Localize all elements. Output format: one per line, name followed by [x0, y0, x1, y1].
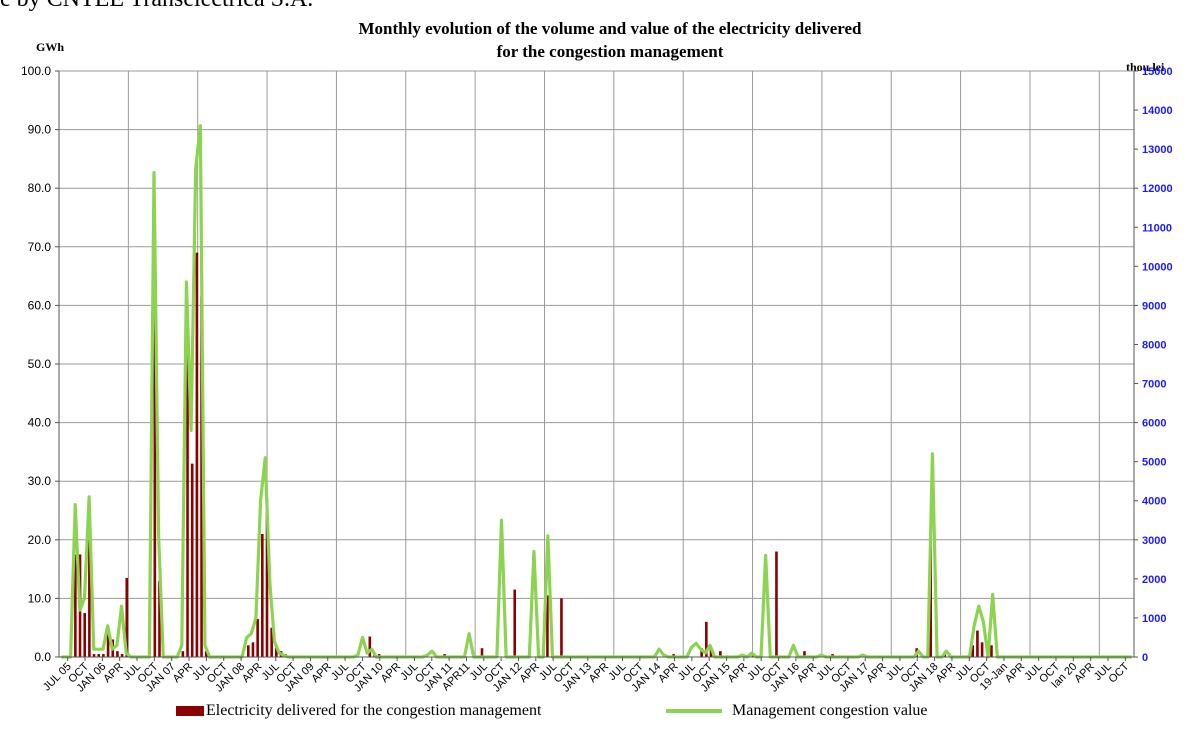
right-tick-label: 0 — [1142, 652, 1148, 664]
left-tick-label: 40.0 — [28, 416, 52, 430]
volume-bar — [270, 627, 273, 657]
value-series-line — [61, 124, 1132, 659]
volume-bar — [195, 252, 199, 657]
right-tick-label: 2000 — [1142, 574, 1166, 586]
left-tick-label: 80.0 — [28, 181, 52, 195]
chart-subtitle: for the congestion management — [496, 42, 724, 61]
right-tick-label: 13000 — [1142, 144, 1173, 156]
volume-bar — [980, 642, 984, 657]
right-tick-label: 1000 — [1142, 613, 1166, 625]
right-tick-label: 11000 — [1142, 222, 1172, 234]
right-tick-label: 14000 — [1142, 105, 1173, 117]
volume-bar — [97, 654, 101, 657]
left-tick-label: 10.0 — [28, 591, 52, 605]
right-tick-label: 5000 — [1142, 457, 1166, 469]
volume-bar — [275, 645, 278, 657]
volume-bar — [368, 636, 372, 657]
legend-item-value: Management congestion value — [666, 702, 928, 720]
legend-label-value: Management congestion value — [732, 702, 928, 719]
volume-bar — [976, 630, 979, 657]
volume-bar — [513, 589, 517, 657]
left-tick-label: 60.0 — [28, 298, 52, 312]
left-tick-label: 100.0 — [21, 64, 51, 78]
volume-bar — [204, 651, 208, 657]
volume-bar — [181, 651, 185, 657]
right-axis-ticks: 0 1000 2000 3000 4000 5000 6000 7000 8000 9000 100… — [1134, 66, 1173, 664]
volume-bar — [251, 642, 255, 657]
left-tick-label: 20.0 — [28, 533, 52, 547]
volume-bar — [709, 648, 713, 657]
volume-bar — [88, 539, 91, 657]
volume-bar — [265, 498, 269, 657]
legend-bar-swatch — [176, 706, 204, 716]
legend-line-swatch — [666, 709, 722, 713]
volume-bar — [803, 651, 806, 657]
volume-bar — [83, 613, 87, 657]
volume-bar — [261, 533, 264, 657]
left-tick-label: 30.0 — [28, 474, 52, 488]
right-tick-label: 3000 — [1142, 535, 1166, 547]
volume-bar — [200, 296, 203, 657]
volume-bar — [116, 651, 119, 657]
volume-bar — [990, 645, 993, 657]
right-tick-label: 15000 — [1142, 66, 1173, 78]
volume-bar — [246, 645, 250, 657]
right-tick-label: 6000 — [1142, 418, 1166, 430]
grid-lines — [58, 70, 1134, 658]
right-tick-label: 8000 — [1142, 339, 1166, 351]
volume-bar — [153, 311, 157, 657]
volume-bar — [74, 554, 77, 657]
volume-bar — [700, 648, 703, 657]
volume-bars — [74, 252, 993, 657]
left-tick-label: 0.0 — [34, 650, 51, 664]
volume-bar — [186, 352, 189, 657]
volume-bar — [560, 598, 563, 657]
volume-bar — [719, 651, 722, 657]
x-tick-label: OCT — [1107, 660, 1132, 685]
legend-label-volume: Electricity delivered for the congestion… — [206, 702, 542, 719]
volume-bar — [971, 645, 975, 657]
chart-title: Monthly evolution of the volume and valu… — [358, 19, 862, 38]
left-tick-label: 50.0 — [28, 357, 52, 371]
volume-bar — [705, 621, 708, 657]
volume-bar — [92, 654, 96, 657]
source-caption: e by CNTEE Transelectrica S.A. — [0, 0, 313, 13]
left-tick-label: 70.0 — [28, 240, 52, 254]
right-tick-label: 4000 — [1142, 496, 1166, 508]
right-tick-label: 9000 — [1142, 300, 1166, 312]
right-tick-label: 12000 — [1142, 183, 1173, 195]
volume-bar — [190, 463, 194, 657]
volume-bar — [158, 580, 161, 657]
left-axis-unit: GWh — [36, 40, 65, 54]
volume-bar — [102, 654, 105, 657]
right-tick-label: 7000 — [1142, 379, 1166, 391]
volume-bar — [546, 595, 549, 657]
legend-item-volume: Electricity delivered for the congestion… — [176, 702, 541, 720]
volume-bar — [125, 577, 129, 657]
value-line — [61, 124, 1132, 659]
left-axis-ticks: 0.0 10.0 20.0 30.0 40.0 50.0 60.0 70.0 80.0 90.0 1… — [21, 64, 59, 664]
volume-bar — [775, 551, 778, 657]
left-tick-label: 90.0 — [28, 123, 52, 137]
volume-bar — [480, 648, 484, 657]
volume-bar — [256, 618, 259, 657]
volume-bar — [106, 627, 110, 657]
right-tick-label: 10000 — [1142, 261, 1173, 273]
volume-bar — [120, 654, 124, 657]
